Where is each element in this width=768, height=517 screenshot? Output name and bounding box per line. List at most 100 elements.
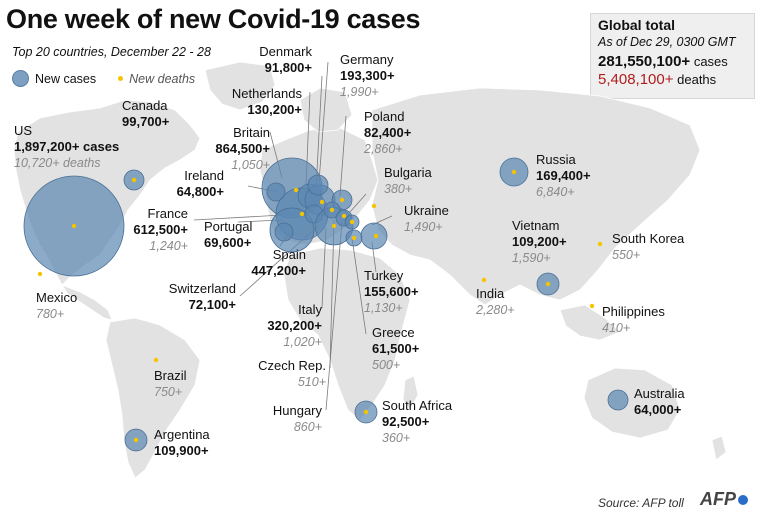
label-south-africa-deaths: 360+ (382, 431, 411, 445)
label-bulgaria-deaths: 380+ (384, 182, 413, 196)
global-cases-unit: cases (693, 54, 728, 69)
label-ireland-cases: 64,800+ (176, 184, 224, 199)
label-us: US 1,897,200+ cases 10,720+ deaths (14, 123, 119, 171)
label-south-africa: South Africa 92,500+ 360+ (382, 398, 452, 446)
label-poland-name: Poland (364, 109, 405, 124)
label-russia: Russia 169,400+ 6,840+ (536, 152, 591, 200)
label-canada: Canada 99,700+ (122, 98, 169, 130)
label-poland-cases: 82,400+ (364, 125, 412, 140)
dot-britain (293, 187, 299, 193)
global-deaths-unit: deaths (677, 72, 717, 87)
label-us-deaths: 10,720+ deaths (14, 156, 101, 170)
label-canada-name: Canada (122, 98, 168, 113)
label-hungary-deaths: 860+ (293, 420, 322, 434)
dot-greece (351, 235, 357, 241)
bubble-ireland (266, 182, 286, 202)
label-brazil-deaths: 750+ (154, 385, 183, 399)
label-denmark: Denmark 91,800+ (240, 44, 312, 76)
global-deaths: 5,408,100+ deaths (598, 71, 747, 88)
label-denmark-cases: 91,800+ (264, 60, 312, 75)
label-brazil: Brazil 750+ (154, 368, 187, 400)
dot-russia (511, 169, 517, 175)
land-se-asia-islands (559, 304, 621, 341)
label-switzerland-name: Switzerland (168, 281, 236, 296)
label-hungary: Hungary 860+ (242, 403, 322, 435)
label-germany-name: Germany (340, 52, 394, 67)
bubble-portugal (274, 222, 294, 242)
label-poland: Poland 82,400+ 2,860+ (364, 109, 411, 157)
global-deaths-value: 5,408,100+ (598, 71, 674, 88)
label-portugal-cases: 69,600+ (204, 235, 252, 250)
label-italy-name: Italy (298, 302, 322, 317)
label-brazil-name: Brazil (154, 368, 187, 383)
dot-us (71, 223, 77, 229)
land-australia (583, 367, 681, 439)
dot-czech (329, 207, 335, 213)
bubble-denmark (307, 174, 329, 196)
bubble-australia (607, 389, 629, 411)
label-south-africa-name: South Africa (382, 398, 453, 413)
label-vietnam-deaths: 1,590+ (512, 251, 551, 265)
label-spain-cases: 447,200+ (251, 263, 306, 278)
label-ukraine-name: Ukraine (404, 203, 449, 218)
label-canada-cases: 99,700+ (122, 114, 170, 129)
legend-dot-icon (118, 76, 124, 81)
label-italy: Italy 320,200+ 1,020+ (244, 302, 322, 350)
label-britain-deaths: 1,050+ (231, 158, 270, 172)
land-greenland (204, 61, 276, 111)
label-turkey-deaths: 1,130+ (364, 301, 403, 315)
label-turkey-name: Turkey (364, 268, 404, 283)
global-total-title: Global total (598, 17, 675, 33)
label-philippines: Philippines 410+ (602, 304, 665, 336)
label-argentina-cases: 109,900+ (154, 443, 209, 458)
dot-bulgaria (349, 219, 355, 225)
label-mexico: Mexico 780+ (36, 290, 77, 322)
label-denmark-name: Denmark (259, 44, 312, 59)
label-germany-cases: 193,300+ (340, 68, 395, 83)
legend-deaths-label: New deaths (129, 71, 196, 86)
land-new-zealand (711, 435, 727, 461)
label-ukraine-deaths: 1,490+ (404, 220, 443, 234)
land-central-america (60, 284, 113, 321)
label-india-deaths: 2,280+ (476, 303, 515, 317)
land-madagascar (402, 375, 419, 411)
label-netherlands-cases: 130,200+ (247, 102, 302, 117)
afp-logo-text: AFP (700, 489, 736, 509)
label-czech-deaths: 510+ (297, 375, 326, 389)
label-argentina: Argentina 109,900+ (154, 427, 210, 459)
label-britain-name: Britain (233, 125, 270, 140)
label-ireland: Ireland 64,800+ (168, 168, 224, 200)
dot-turkey (373, 233, 379, 239)
global-as-of: As of Dec 29, 0300 GMT (598, 35, 736, 49)
dot-india (481, 277, 487, 283)
label-australia-cases: 64,000+ (634, 402, 682, 417)
label-ireland-name: Ireland (184, 168, 224, 183)
label-south-korea-name: South Korea (612, 231, 685, 246)
dot-italy (331, 223, 337, 229)
label-russia-deaths: 6,840+ (536, 185, 575, 199)
global-cases-value: 281,550,100+ (598, 53, 691, 70)
label-czech-name: Czech Rep. (258, 358, 326, 373)
dot-mexico (37, 271, 43, 277)
dot-brazil (153, 357, 159, 363)
label-india: India 2,280+ (476, 286, 515, 318)
land-scandinavia (299, 87, 353, 133)
label-germany-deaths: 1,990+ (340, 85, 379, 99)
global-cases: 281,550,100+ cases (598, 53, 747, 70)
label-germany: Germany 193,300+ 1,990+ (340, 52, 395, 100)
label-switzerland: Switzerland 72,100+ (150, 281, 236, 313)
land-asia (371, 87, 701, 306)
dot-philippines (589, 303, 595, 309)
label-turkey: Turkey 155,600+ 1,130+ (364, 268, 419, 316)
dot-hungary (341, 213, 347, 219)
label-france-name: France (147, 206, 188, 221)
label-spain: Spain 447,200+ (230, 247, 306, 279)
afp-logo: AFP (700, 489, 748, 510)
label-australia-name: Australia (634, 386, 685, 401)
legend: New cases New deaths (12, 70, 195, 88)
label-us-cases: 1,897,200+ cases (14, 139, 120, 154)
label-netherlands-name: Netherlands (231, 86, 302, 101)
dot-argentina (133, 437, 139, 443)
legend-cases-label: New cases (35, 71, 97, 86)
